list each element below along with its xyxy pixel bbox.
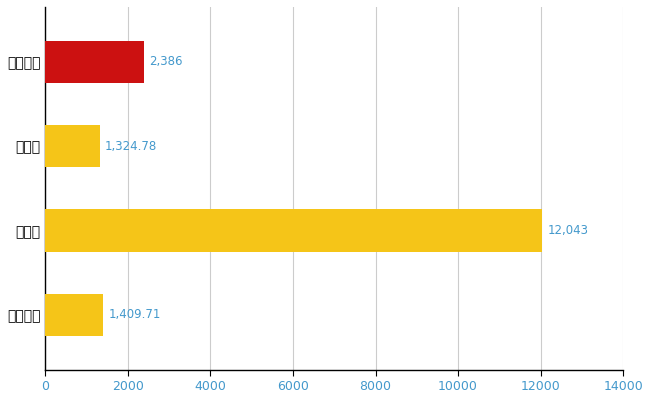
Text: 1,324.78: 1,324.78 [105, 140, 157, 153]
Bar [46, 125, 100, 167]
Bar [46, 41, 144, 83]
Bar [46, 294, 103, 336]
Text: 12,043: 12,043 [547, 224, 588, 237]
Text: 2,386: 2,386 [149, 55, 182, 68]
Text: 1,409.71: 1,409.71 [109, 308, 161, 321]
Bar [46, 209, 542, 252]
